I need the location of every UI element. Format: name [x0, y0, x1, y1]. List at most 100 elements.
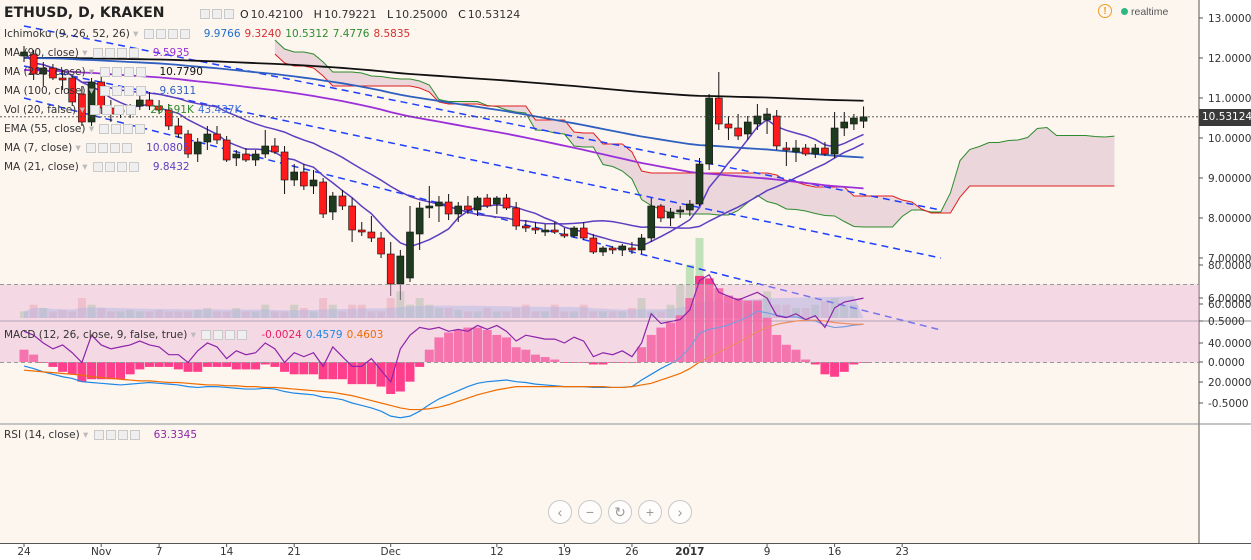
gear-icon[interactable]	[102, 105, 113, 115]
close-icon[interactable]	[116, 162, 127, 172]
volume-bar	[97, 308, 106, 318]
indicator-row[interactable]: MA (7, close) ▾ 10.0805	[4, 142, 190, 154]
indicator-row[interactable]: MA (200, close) ▾ 10.7790	[4, 66, 203, 78]
close-icon[interactable]	[123, 124, 134, 134]
candle-body	[531, 227, 540, 231]
gear-icon[interactable]	[213, 330, 224, 340]
gear-icon[interactable]	[111, 86, 122, 96]
candle-body	[136, 99, 144, 107]
chart-navigation: ‹ − ↻ + ›	[548, 500, 698, 524]
close-icon[interactable]	[123, 67, 134, 77]
chevron-down-icon[interactable]: ▾	[85, 85, 98, 97]
gear-icon[interactable]	[111, 124, 122, 134]
volume-bar	[39, 308, 48, 318]
more-icon[interactable]	[179, 29, 190, 39]
chevron-down-icon[interactable]: ▾	[129, 28, 142, 40]
macd-histogram-bar	[675, 315, 685, 362]
chevron-down-icon[interactable]: ▾	[78, 161, 91, 173]
eye-icon[interactable]	[99, 67, 110, 77]
eye-icon[interactable]	[86, 143, 97, 153]
gear-icon[interactable]	[212, 9, 222, 20]
volume-bar	[483, 308, 492, 318]
close-icon[interactable]	[117, 430, 128, 440]
more-icon[interactable]	[135, 86, 146, 96]
chevron-right-icon[interactable]: ›	[668, 500, 692, 524]
indicator-row[interactable]: EMA (55, close) ▾	[4, 123, 146, 135]
indicator-row[interactable]: RSI (14, close) ▾ 63.3345	[4, 429, 197, 441]
warning-icon[interactable]: !	[1098, 4, 1112, 18]
chevron-down-icon[interactable]: ▾	[85, 66, 98, 78]
close-icon[interactable]	[116, 48, 127, 58]
indicator-row[interactable]: MA (90, close) ▾ 9.5935	[4, 47, 190, 59]
title-controls[interactable]	[198, 8, 234, 20]
macd-histogram-bar	[328, 362, 338, 380]
close-icon[interactable]	[225, 330, 236, 340]
ma-90-line	[23, 69, 864, 190]
candle-body	[821, 147, 829, 155]
more-icon[interactable]	[126, 105, 137, 115]
candle-body	[714, 97, 723, 125]
more-icon[interactable]	[129, 430, 140, 440]
gear-icon[interactable]	[111, 67, 122, 77]
candle-body	[454, 205, 463, 215]
eye-icon[interactable]	[99, 86, 110, 96]
indicator-label: Vol (20, false)	[4, 104, 77, 116]
more-icon[interactable]	[237, 330, 248, 340]
more-icon[interactable]	[122, 143, 133, 153]
candle-body	[550, 229, 559, 233]
eye-icon[interactable]	[201, 330, 212, 340]
eye-icon[interactable]	[143, 29, 154, 39]
indicator-row[interactable]: MA (21, close) ▾ 9.8432	[4, 161, 190, 173]
indicator-label: MA (200, close)	[4, 66, 86, 78]
eye-icon[interactable]	[99, 124, 110, 134]
eye-icon[interactable]	[92, 48, 103, 58]
close-icon[interactable]	[110, 143, 121, 153]
zoom-in-icon[interactable]: +	[638, 500, 662, 524]
chevron-down-icon[interactable]: ▾	[85, 123, 98, 135]
gear-icon[interactable]	[104, 162, 115, 172]
volume-bar	[570, 311, 579, 318]
volume-bar	[473, 311, 482, 318]
volume-bar	[772, 304, 781, 318]
candle-body	[20, 51, 28, 57]
close-icon[interactable]	[114, 105, 125, 115]
macd-histogram-bar	[212, 362, 222, 367]
close-icon[interactable]	[167, 29, 178, 39]
symbol-title[interactable]: ETHUSD, D, KRAKEN	[4, 5, 165, 21]
chevron-down-icon[interactable]: ▾	[72, 142, 85, 154]
eye-icon[interactable]	[200, 9, 210, 20]
macd-histogram-bar	[791, 349, 801, 362]
chevron-down-icon[interactable]: ▾	[76, 104, 89, 116]
volume-bar	[676, 284, 685, 318]
volume-bar	[444, 308, 453, 318]
zoom-out-icon[interactable]: −	[578, 500, 602, 524]
close-icon[interactable]	[123, 86, 134, 96]
close-icon[interactable]	[224, 9, 234, 20]
chevron-down-icon[interactable]: ▾	[78, 47, 91, 59]
gear-icon[interactable]	[155, 29, 166, 39]
indicator-row[interactable]: Vol (20, false) ▾ 20.591K 43.437K	[4, 104, 242, 116]
more-icon[interactable]	[128, 48, 139, 58]
more-icon[interactable]	[135, 124, 146, 134]
eye-icon[interactable]	[90, 105, 101, 115]
indicator-row[interactable]: MA (100, close) ▾ 9.6311	[4, 85, 196, 97]
chevron-down-icon[interactable]: ▾	[187, 329, 200, 341]
more-icon[interactable]	[128, 162, 139, 172]
indicator-row[interactable]: Ichimoku (9, 26, 52, 26) ▾ 9.9766 9.3240 1…	[4, 28, 410, 40]
chevron-down-icon[interactable]: ▾	[79, 429, 92, 441]
gear-icon[interactable]	[104, 48, 115, 58]
reset-icon[interactable]: ↻	[608, 500, 632, 524]
time-tick-label: Dec	[381, 546, 402, 557]
more-icon[interactable]	[135, 67, 146, 77]
candle-body	[830, 127, 839, 155]
gear-icon[interactable]	[105, 430, 116, 440]
chevron-left-icon[interactable]: ‹	[548, 500, 572, 524]
candle-body	[628, 247, 636, 251]
volume-bar	[811, 304, 820, 318]
candle-body	[743, 121, 752, 135]
eye-icon[interactable]	[92, 162, 103, 172]
eye-icon[interactable]	[93, 430, 104, 440]
indicator-row[interactable]: MACD (12, 26, close, 9, false, true) ▾ -…	[4, 329, 383, 341]
gear-icon[interactable]	[98, 143, 109, 153]
